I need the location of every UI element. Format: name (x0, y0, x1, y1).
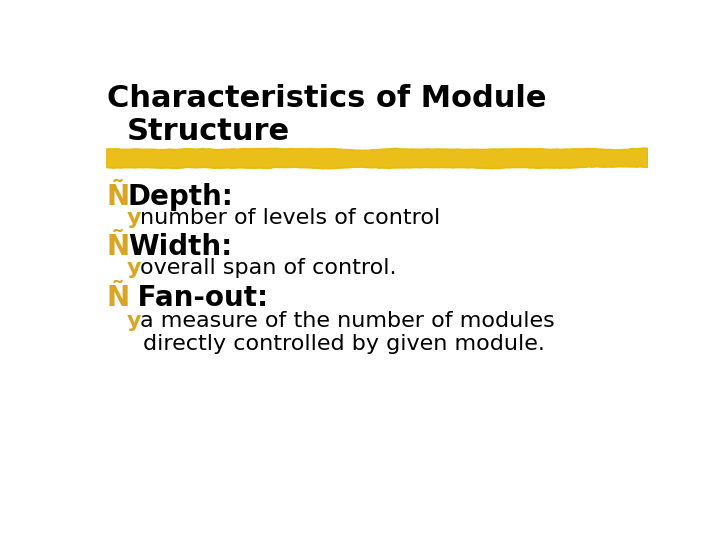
Text: number of levels of control: number of levels of control (140, 208, 441, 228)
Text: Fan-out:: Fan-out: (128, 285, 268, 312)
Text: Depth:: Depth: (128, 183, 234, 211)
Text: y: y (126, 258, 141, 278)
Text: Ñ: Ñ (107, 233, 130, 261)
Text: Structure: Structure (126, 117, 289, 146)
Polygon shape (107, 148, 648, 169)
Text: Ñ: Ñ (107, 183, 130, 211)
Text: directly controlled by given module.: directly controlled by given module. (143, 334, 545, 354)
Text: Ñ: Ñ (107, 285, 130, 312)
Text: overall span of control.: overall span of control. (140, 258, 397, 278)
Text: y: y (126, 208, 141, 228)
Text: a measure of the number of modules: a measure of the number of modules (140, 311, 555, 331)
Text: Characteristics of Module: Characteristics of Module (107, 84, 546, 112)
Text: y: y (126, 311, 141, 331)
Text: Width:: Width: (128, 233, 232, 261)
